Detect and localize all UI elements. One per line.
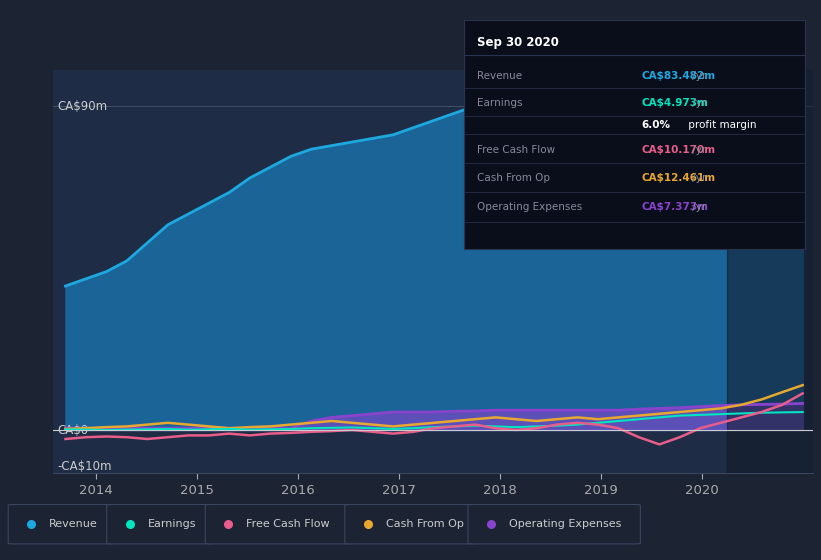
FancyBboxPatch shape	[468, 505, 640, 544]
Bar	[727, 70, 821, 473]
FancyBboxPatch shape	[107, 505, 213, 544]
Text: profit margin: profit margin	[686, 120, 757, 130]
Text: 6.0%: 6.0%	[641, 120, 670, 130]
Text: Free Cash Flow: Free Cash Flow	[246, 519, 330, 529]
Text: -CA$10m: -CA$10m	[57, 460, 112, 473]
Text: Earnings: Earnings	[478, 99, 523, 109]
Text: Operating Expenses: Operating Expenses	[509, 519, 621, 529]
Text: /yr: /yr	[689, 71, 706, 81]
Text: Sep 30 2020: Sep 30 2020	[478, 36, 559, 49]
Text: /yr: /yr	[689, 146, 706, 156]
Text: Cash From Op: Cash From Op	[386, 519, 464, 529]
Text: /yr: /yr	[689, 202, 706, 212]
Text: CA$10.170m: CA$10.170m	[641, 146, 715, 156]
Text: CA$4.973m: CA$4.973m	[641, 99, 708, 109]
Text: Operating Expenses: Operating Expenses	[478, 202, 583, 212]
FancyBboxPatch shape	[345, 505, 476, 544]
Text: Earnings: Earnings	[148, 519, 196, 529]
Text: CA$7.373m: CA$7.373m	[641, 202, 708, 212]
Text: Free Cash Flow: Free Cash Flow	[478, 146, 556, 156]
Text: Revenue: Revenue	[49, 519, 98, 529]
Text: CA$0: CA$0	[57, 423, 89, 436]
Text: Revenue: Revenue	[478, 71, 523, 81]
Text: /yr: /yr	[689, 173, 706, 183]
FancyBboxPatch shape	[8, 505, 115, 544]
Text: Cash From Op: Cash From Op	[478, 173, 551, 183]
Text: CA$12.461m: CA$12.461m	[641, 173, 715, 183]
Text: CA$90m: CA$90m	[57, 100, 108, 113]
Text: CA$83.482m: CA$83.482m	[641, 71, 715, 81]
FancyBboxPatch shape	[205, 505, 353, 544]
Text: /yr: /yr	[689, 99, 706, 109]
